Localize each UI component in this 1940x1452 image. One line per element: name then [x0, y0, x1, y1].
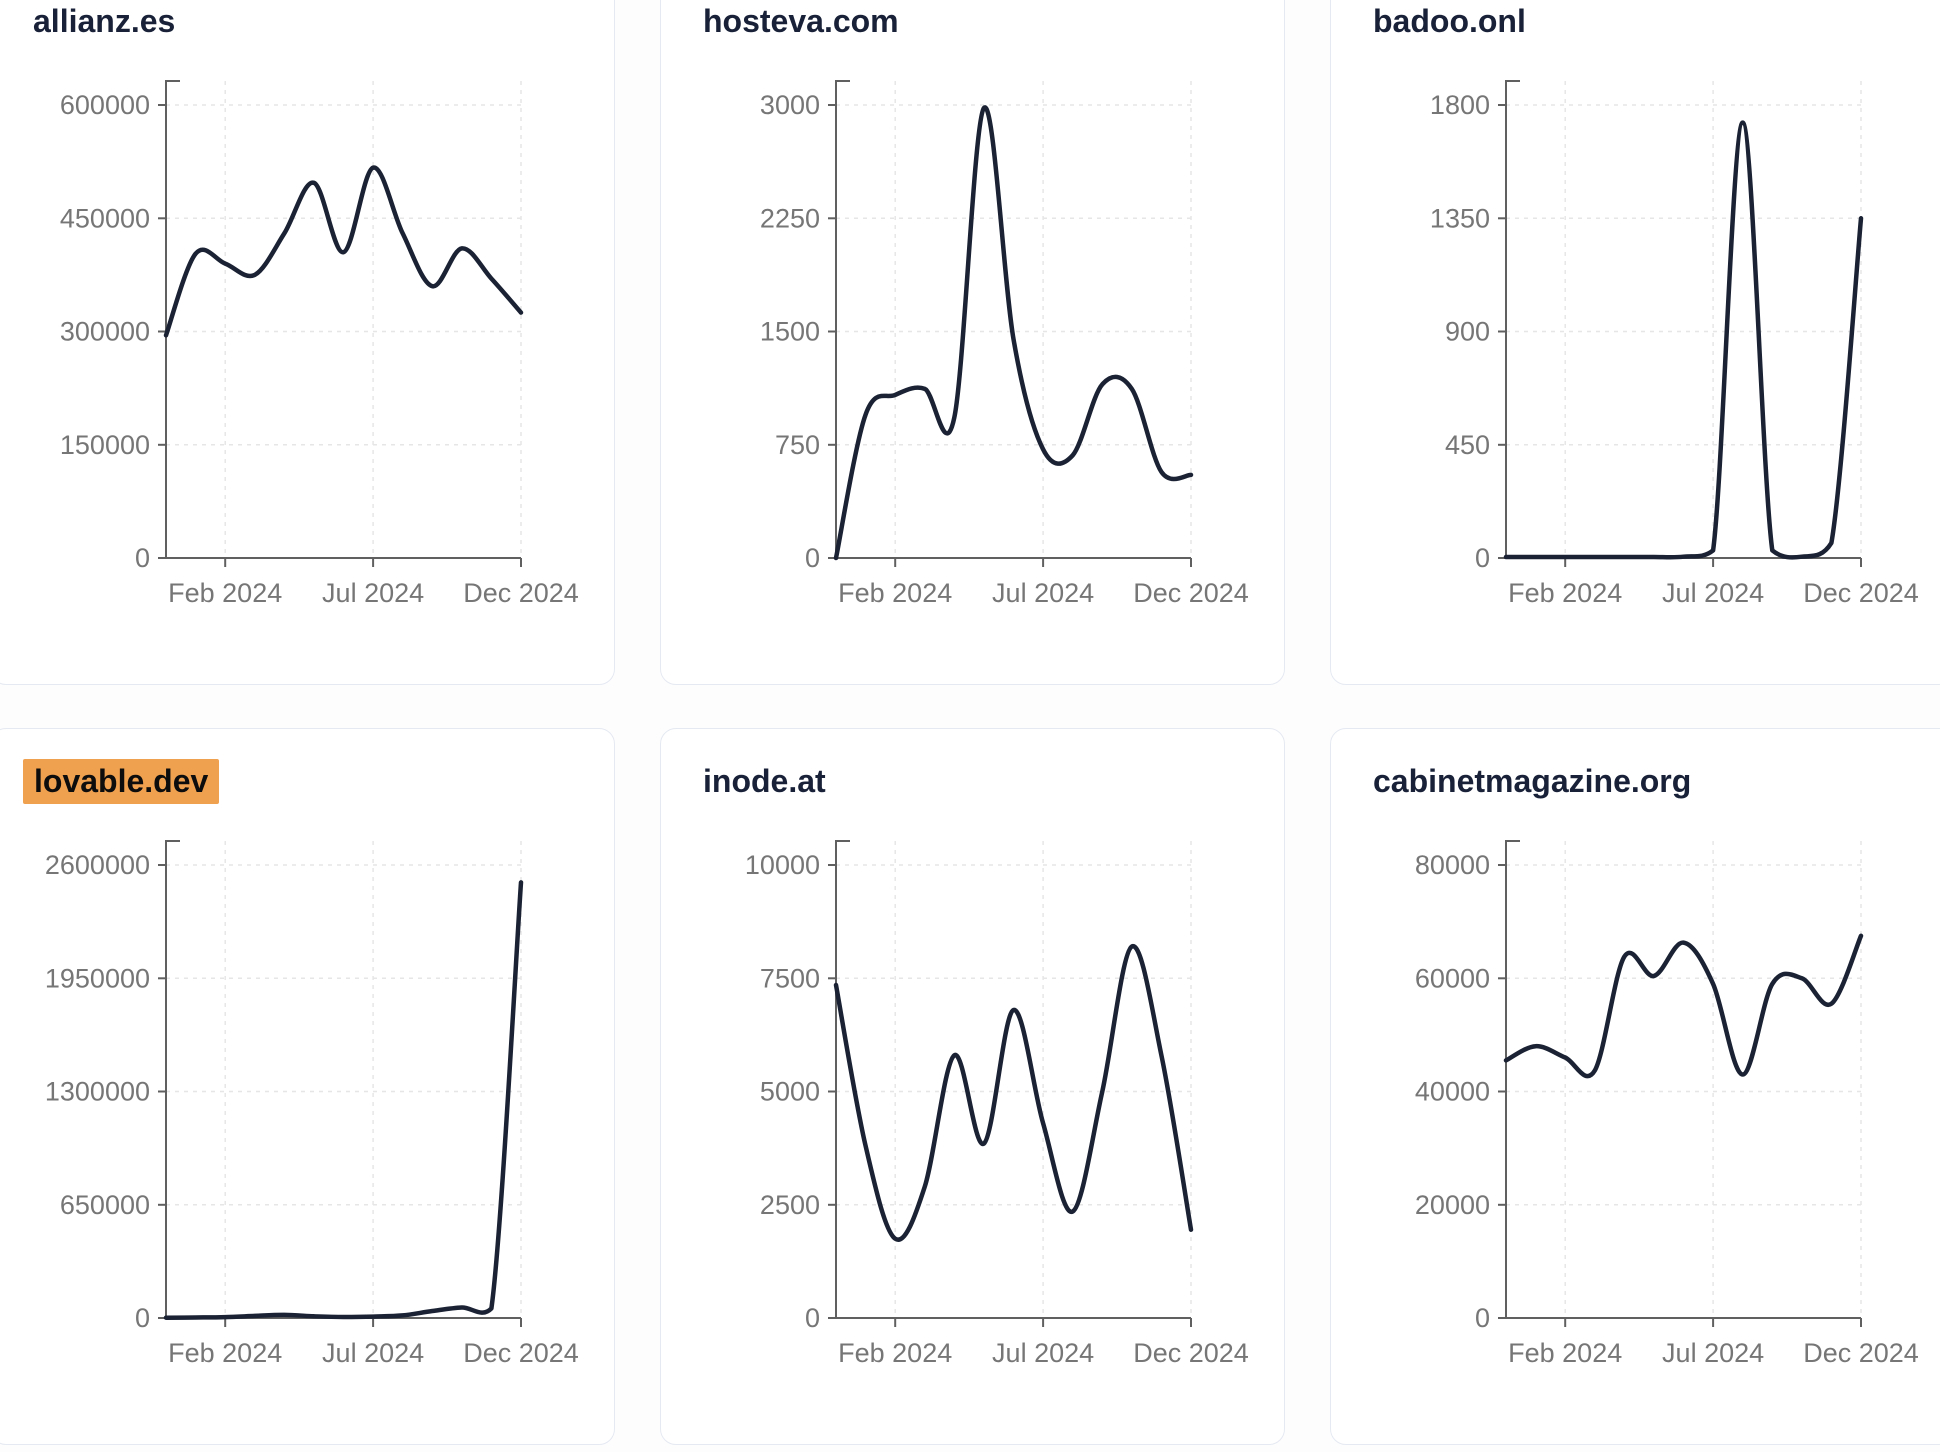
line-chart-svg: 0 650000 1300000 1950000 2600000 Feb 2024 Jul …	[45, 840, 579, 1368]
svg-text:Jul 2024: Jul 2024	[1662, 578, 1764, 608]
svg-text:3000: 3000	[760, 90, 820, 120]
svg-text:150000: 150000	[60, 430, 150, 460]
chart-card-badoo-onl[interactable]: badoo.onl 0 450 900 1350 1800 Feb 2024 Jul 202…	[1330, 0, 1940, 685]
svg-text:1950000: 1950000	[45, 963, 150, 993]
chart-title: allianz.es	[33, 3, 176, 39]
svg-text:1300000: 1300000	[45, 1077, 150, 1107]
svg-text:Feb 2024: Feb 2024	[838, 1338, 952, 1368]
svg-text:Feb 2024: Feb 2024	[838, 578, 952, 608]
svg-text:1350: 1350	[1430, 203, 1490, 233]
svg-text:0: 0	[1475, 1303, 1490, 1333]
chart-card-allianz-es[interactable]: allianz.es 0 150000 300000 450000 600000 Feb …	[0, 0, 615, 685]
svg-text:650000: 650000	[60, 1190, 150, 1220]
svg-text:2600000: 2600000	[45, 850, 150, 880]
svg-text:Jul 2024: Jul 2024	[992, 578, 1094, 608]
chart-title-highlighted: lovable.dev	[23, 759, 220, 804]
svg-text:600000: 600000	[60, 90, 150, 120]
line-chart-svg: 0 2500 5000 7500 10000 Feb 2024 Jul 2024 Dec 20…	[745, 840, 1249, 1368]
svg-text:2250: 2250	[760, 203, 820, 233]
svg-text:Feb 2024: Feb 2024	[1508, 1338, 1622, 1368]
svg-text:450000: 450000	[60, 203, 150, 233]
chart-title: cabinetmagazine.org	[1373, 763, 1692, 799]
svg-text:Dec 2024: Dec 2024	[1803, 1338, 1919, 1368]
svg-text:Jul 2024: Jul 2024	[1662, 1338, 1764, 1368]
chart-card-hosteva-com[interactable]: hosteva.com 0 750 1500 2250 3000 Feb 2024 Jul …	[660, 0, 1285, 685]
svg-text:80000: 80000	[1415, 850, 1490, 880]
svg-text:0: 0	[135, 543, 150, 573]
svg-text:Dec 2024: Dec 2024	[1803, 578, 1919, 608]
line-chart-svg: 0 150000 300000 450000 600000 Feb 2024 Jul 202…	[60, 80, 579, 608]
svg-text:Jul 2024: Jul 2024	[992, 1338, 1094, 1368]
svg-text:Dec 2024: Dec 2024	[463, 578, 579, 608]
line-chart-svg: 0 450 900 1350 1800 Feb 2024 Jul 2024 Dec 2024	[1430, 80, 1919, 608]
svg-text:0: 0	[805, 1303, 820, 1333]
svg-text:Jul 2024: Jul 2024	[322, 578, 424, 608]
svg-text:300000: 300000	[60, 317, 150, 347]
svg-text:Dec 2024: Dec 2024	[463, 1338, 579, 1368]
svg-text:10000: 10000	[745, 850, 820, 880]
svg-text:Feb 2024: Feb 2024	[168, 578, 282, 608]
svg-text:2500: 2500	[760, 1190, 820, 1220]
svg-text:900: 900	[1445, 317, 1490, 347]
svg-text:1800: 1800	[1430, 90, 1490, 120]
svg-text:0: 0	[135, 1303, 150, 1333]
chart-card-cabinetmagazine-org[interactable]: cabinetmagazine.org 0 20000 40000 60000 8000…	[1330, 728, 1940, 1445]
svg-text:1500: 1500	[760, 317, 820, 347]
chart-title: hosteva.com	[703, 3, 899, 39]
svg-text:Dec 2024: Dec 2024	[1133, 1338, 1249, 1368]
svg-text:Dec 2024: Dec 2024	[1133, 578, 1249, 608]
chart-title: inode.at	[703, 763, 826, 799]
line-chart-svg: 0 20000 40000 60000 80000 Feb 2024 Jul 2024 Dec…	[1415, 840, 1919, 1368]
chart-card-inode-at[interactable]: inode.at 0 2500 5000 7500 10000 Feb 2024 Jul 2…	[660, 728, 1285, 1445]
svg-text:20000: 20000	[1415, 1190, 1490, 1220]
svg-text:60000: 60000	[1415, 963, 1490, 993]
chart-title: badoo.onl	[1373, 3, 1526, 39]
svg-text:750: 750	[775, 430, 820, 460]
svg-text:0: 0	[805, 543, 820, 573]
line-chart-svg: 0 750 1500 2250 3000 Feb 2024 Jul 2024 Dec 2024	[760, 80, 1249, 608]
chart-card-lovable-dev[interactable]: lovable.dev 0 650000 1300000 1950000 2600000…	[0, 728, 615, 1445]
svg-text:Jul 2024: Jul 2024	[322, 1338, 424, 1368]
svg-text:450: 450	[1445, 430, 1490, 460]
svg-text:40000: 40000	[1415, 1077, 1490, 1107]
svg-text:0: 0	[1475, 543, 1490, 573]
svg-text:7500: 7500	[760, 963, 820, 993]
svg-text:Feb 2024: Feb 2024	[168, 1338, 282, 1368]
svg-text:5000: 5000	[760, 1077, 820, 1107]
svg-text:Feb 2024: Feb 2024	[1508, 578, 1622, 608]
